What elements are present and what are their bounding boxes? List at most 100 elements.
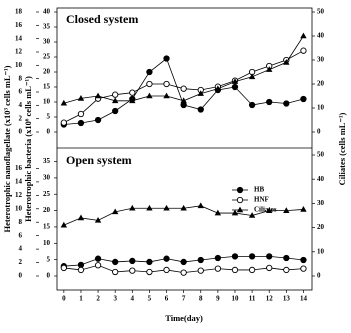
marker bbox=[180, 101, 187, 109]
marker bbox=[197, 202, 204, 209]
marker bbox=[248, 101, 256, 109]
marker bbox=[163, 204, 170, 211]
marker bbox=[300, 265, 307, 272]
y-tick-label: 25 bbox=[43, 53, 51, 61]
x-tick-label: 11 bbox=[249, 295, 256, 303]
marker bbox=[197, 256, 204, 264]
x-tick-label: 9 bbox=[216, 295, 220, 303]
x-tick-label: 1 bbox=[79, 295, 83, 303]
marker bbox=[231, 253, 239, 260]
x-tick-label: 14 bbox=[300, 295, 308, 303]
y2-tick-label: 0 bbox=[317, 272, 321, 280]
y3-tick-label: 6 bbox=[19, 231, 23, 239]
marker bbox=[60, 119, 67, 126]
marker bbox=[146, 258, 153, 266]
y2-tick-label: 30 bbox=[317, 56, 325, 64]
y-tick-label: 40 bbox=[43, 8, 51, 16]
marker bbox=[94, 116, 102, 124]
y3-tick-label: 2 bbox=[19, 114, 23, 122]
y3-tick-label: 16 bbox=[15, 21, 23, 29]
marker bbox=[94, 92, 102, 99]
y3-tick-label: 4 bbox=[19, 245, 23, 253]
marker bbox=[300, 95, 307, 103]
marker bbox=[300, 32, 307, 39]
y-tick-label: 0 bbox=[47, 128, 51, 136]
y2-tick-label: 50 bbox=[317, 151, 325, 159]
y-tick-label: 20 bbox=[43, 68, 51, 76]
x-tick-label: 5 bbox=[148, 295, 152, 303]
y3-tick-label: 14 bbox=[15, 34, 23, 42]
marker bbox=[180, 85, 187, 92]
marker bbox=[60, 264, 67, 272]
marker bbox=[214, 254, 222, 262]
marker bbox=[60, 99, 68, 106]
marker bbox=[77, 266, 85, 274]
marker bbox=[300, 206, 307, 212]
marker bbox=[163, 92, 170, 99]
marker bbox=[300, 256, 307, 264]
y-tick-label: 20 bbox=[43, 206, 51, 214]
marker bbox=[146, 268, 153, 276]
y3-tick-label: 14 bbox=[15, 177, 23, 185]
marker bbox=[197, 267, 204, 274]
marker bbox=[129, 257, 136, 265]
marker bbox=[163, 55, 170, 62]
marker bbox=[180, 258, 187, 266]
y-tick-label: 30 bbox=[43, 174, 51, 182]
marker bbox=[111, 208, 119, 215]
marker bbox=[231, 266, 239, 274]
y3-tick-label: 16 bbox=[15, 164, 23, 172]
marker bbox=[94, 255, 102, 262]
marker bbox=[266, 264, 273, 272]
x-tick-label: 12 bbox=[266, 295, 274, 303]
legend-label: HB bbox=[254, 186, 264, 194]
marker bbox=[236, 206, 244, 213]
y2-tick-label: 20 bbox=[317, 80, 325, 88]
y3-tick-label: 8 bbox=[19, 218, 23, 226]
y3-tick-label: 0 bbox=[19, 272, 23, 280]
marker bbox=[266, 253, 273, 260]
x-tick-label: 3 bbox=[113, 295, 117, 303]
y3-tick-label: 4 bbox=[19, 101, 23, 109]
y3-tick-label: 0 bbox=[19, 128, 23, 136]
marker bbox=[77, 110, 85, 118]
marker bbox=[111, 97, 119, 104]
y-tick-label: 30 bbox=[43, 38, 51, 46]
legend-label: Ciliates bbox=[254, 206, 277, 214]
marker bbox=[231, 83, 239, 91]
y3-tick-label: 12 bbox=[15, 48, 23, 56]
marker bbox=[129, 89, 136, 96]
y-tick-label: 5 bbox=[47, 113, 51, 121]
marker bbox=[283, 254, 290, 262]
marker bbox=[77, 95, 85, 101]
y2-tick-label: 10 bbox=[317, 104, 325, 112]
y3-axis-title: Heterotrophic nanoflagellate (x10³ cells… bbox=[2, 65, 12, 232]
y-tick-label: 35 bbox=[43, 23, 51, 31]
y3-tick-label: 18 bbox=[15, 8, 23, 16]
marker bbox=[77, 261, 85, 269]
marker bbox=[231, 209, 239, 216]
y2-tick-label: 10 bbox=[317, 247, 325, 255]
y2-tick-label: 40 bbox=[317, 175, 325, 183]
y3-tick-label: 10 bbox=[15, 204, 23, 212]
y2-tick-label: 50 bbox=[317, 8, 325, 16]
marker bbox=[283, 207, 290, 213]
y-tick-label: 10 bbox=[43, 98, 51, 106]
marker bbox=[236, 186, 244, 194]
marker bbox=[163, 80, 170, 88]
marker bbox=[214, 85, 222, 92]
y2-tick-label: 30 bbox=[317, 199, 325, 207]
plot-frame bbox=[56, 7, 313, 291]
marker bbox=[146, 92, 153, 99]
x-tick-label: 6 bbox=[165, 295, 169, 303]
y3-tick-label: 10 bbox=[15, 61, 23, 69]
marker bbox=[163, 255, 170, 262]
marker bbox=[283, 266, 290, 274]
marker bbox=[197, 90, 204, 96]
y2-tick-label: 0 bbox=[317, 128, 321, 136]
marker bbox=[112, 91, 119, 98]
marker bbox=[248, 253, 256, 260]
panel-title: Open system bbox=[66, 153, 132, 167]
marker bbox=[283, 100, 290, 107]
